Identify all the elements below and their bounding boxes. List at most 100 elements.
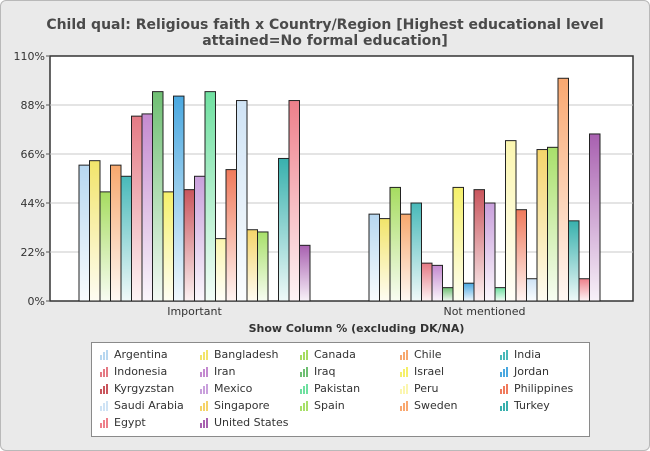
bar (379, 218, 391, 302)
legend-label: Iraq (314, 365, 336, 378)
legend-label: Israel (414, 365, 445, 378)
legend-swatch-icon (400, 350, 410, 360)
bar (484, 202, 496, 302)
legend-swatch-icon (200, 367, 210, 377)
chart-legend: Argentina Bangladesh Canada Chile India Indon… (91, 342, 590, 437)
bar (278, 157, 290, 302)
legend-label: Spain (314, 399, 345, 412)
legend-swatch-icon (100, 350, 110, 360)
bar (431, 264, 443, 302)
x-tick-label: Not mentioned (443, 305, 525, 318)
chart-title-line-1: Child qual: Religious faith x Country/Re… (46, 17, 604, 33)
legend-swatch-icon (400, 367, 410, 377)
legend-swatch-icon (500, 384, 510, 394)
bar (368, 213, 380, 302)
bar (225, 169, 237, 302)
legend-label: Iran (214, 365, 236, 378)
legend-label: Kyrgyzstan (114, 382, 175, 395)
bar (194, 175, 206, 302)
bar (536, 149, 548, 302)
bar (299, 244, 311, 302)
legend-swatch-icon (200, 401, 210, 411)
bar (141, 113, 153, 302)
legend-swatch-icon (500, 367, 510, 377)
bar (557, 77, 569, 302)
y-tick-label: 0% (28, 295, 45, 308)
bar (452, 186, 464, 302)
legend-label: Jordan (514, 365, 549, 378)
bar (152, 91, 164, 302)
legend-label: Saudi Arabia (114, 399, 184, 412)
x-axis-label: Show Column % (excluding DK/NA) (249, 322, 465, 335)
bar (257, 231, 269, 302)
bar (442, 287, 454, 302)
legend-swatch-icon (300, 384, 310, 394)
legend-swatch-icon (300, 350, 310, 360)
bar (162, 191, 174, 302)
bar (215, 238, 227, 302)
y-tick-label: 110% (14, 50, 45, 63)
bar (494, 287, 506, 302)
bar (568, 220, 580, 302)
y-tick-label: 44% (21, 197, 45, 210)
legend-label: Turkey (514, 399, 550, 412)
legend-label: Bangladesh (214, 348, 279, 361)
y-tick-label: 88% (21, 99, 45, 112)
bar (120, 175, 132, 302)
bar (89, 160, 101, 302)
bar (547, 146, 559, 302)
legend-swatch-icon (300, 401, 310, 411)
bar (410, 202, 422, 302)
legend-swatch-icon (300, 367, 310, 377)
y-tick-label: 22% (21, 246, 45, 259)
bar (173, 95, 185, 302)
legend-label: India (514, 348, 541, 361)
chart-title-line-2: attained=No formal education] (202, 33, 448, 49)
bar (589, 133, 601, 302)
bar (505, 140, 517, 302)
bar (389, 186, 401, 302)
legend-label: Singapore (214, 399, 270, 412)
legend-swatch-icon (100, 384, 110, 394)
bar (515, 209, 527, 302)
legend-swatch-icon (100, 418, 110, 428)
legend-label: Canada (314, 348, 356, 361)
legend-swatch-icon (100, 401, 110, 411)
bar (183, 189, 195, 302)
bar (288, 100, 300, 302)
legend-swatch-icon (400, 401, 410, 411)
legend-swatch-icon (500, 401, 510, 411)
y-tick-label: 66% (21, 148, 45, 161)
legend-swatch-icon (400, 384, 410, 394)
legend-label: Peru (414, 382, 439, 395)
legend-label: Pakistan (314, 382, 361, 395)
legend-label: Philippines (514, 382, 574, 395)
bar (131, 115, 143, 302)
legend-swatch-icon (200, 350, 210, 360)
legend-label: Egypt (114, 416, 146, 429)
bar (421, 262, 433, 302)
bar (463, 282, 475, 302)
legend-swatch-icon (200, 384, 210, 394)
bar (236, 100, 248, 302)
bar (204, 91, 216, 302)
legend-swatch-icon (200, 418, 210, 428)
bar (473, 189, 485, 302)
legend-swatch-icon (100, 367, 110, 377)
bar (110, 164, 122, 302)
bar (526, 278, 538, 302)
bar (78, 164, 90, 302)
legend-label: Argentina (114, 348, 168, 361)
legend-label: Sweden (414, 399, 458, 412)
legend-label: Mexico (214, 382, 253, 395)
legend-label: Chile (414, 348, 442, 361)
bar (578, 278, 590, 302)
legend-swatch-icon (500, 350, 510, 360)
legend-label: United States (214, 416, 289, 429)
legend-label: Indonesia (114, 365, 168, 378)
bar (246, 229, 258, 302)
bar (99, 191, 111, 302)
bar (400, 213, 412, 302)
x-tick-label: Important (167, 305, 222, 318)
